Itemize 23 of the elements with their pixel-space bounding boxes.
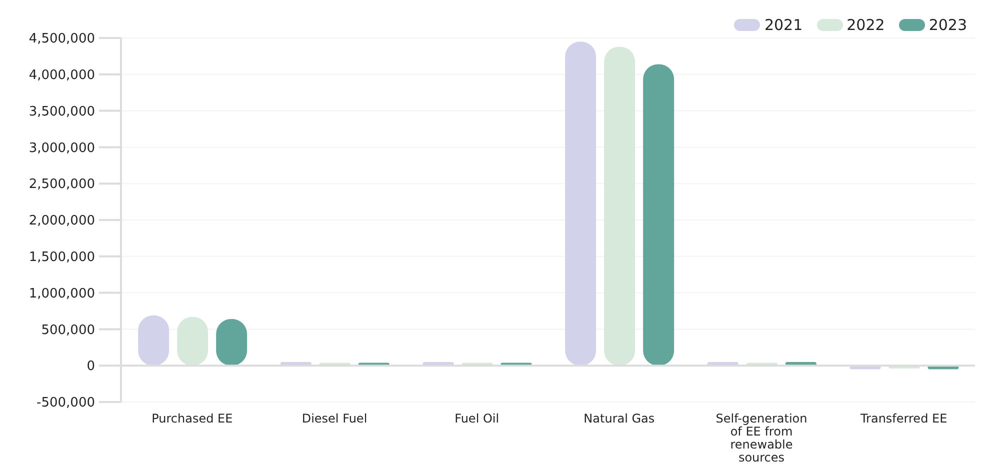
bar [604, 46, 636, 366]
y-tick-label: 500,000 [41, 322, 95, 338]
y-tick-label: 0 [86, 359, 95, 374]
y-tick-label: 2,500,000 [28, 177, 95, 192]
y-tick-label: 4,000,000 [28, 68, 95, 84]
y-tick-label: 1,500,000 [28, 250, 95, 266]
x-tick-label: Purchased EE [152, 412, 233, 426]
x-tick-label: Self-generation of EE from renewable sources [716, 412, 808, 465]
legend-label: 2023 [928, 16, 967, 34]
y-tick-label: -500,000 [36, 396, 95, 411]
bar [565, 42, 596, 366]
legend-label: 2022 [846, 16, 885, 34]
x-tick-label: Fuel Oil [454, 412, 500, 426]
x-tick-label: Diesel Fuel [302, 412, 368, 426]
y-tick-label: 2,000,000 [28, 214, 95, 229]
legend-label: 2021 [763, 16, 803, 34]
x-tick-label: Natural Gas [584, 412, 655, 426]
x-tick-label: Transferred EE [859, 412, 948, 426]
bar [643, 64, 674, 366]
y-tick-label: 4,500,000 [28, 32, 95, 47]
y-tick-label: 1,000,000 [28, 286, 95, 302]
y-tick-label: 3,500,000 [28, 104, 95, 120]
y-tick-label: 3,000,000 [28, 140, 95, 156]
